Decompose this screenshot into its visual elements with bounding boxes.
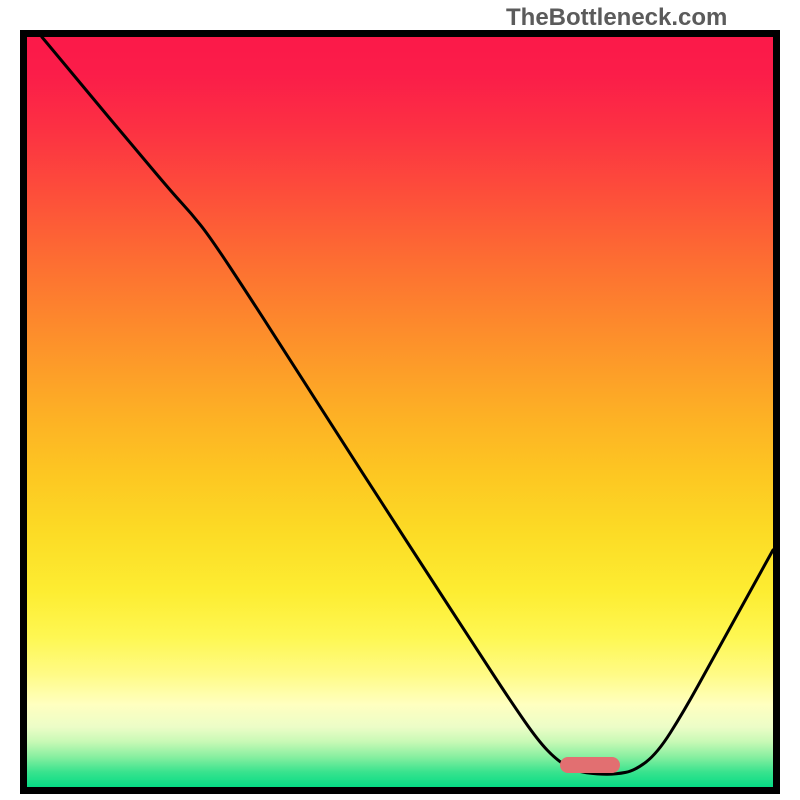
chart-frame bbox=[20, 30, 780, 794]
watermark-text: TheBottleneck.com bbox=[506, 4, 727, 32]
